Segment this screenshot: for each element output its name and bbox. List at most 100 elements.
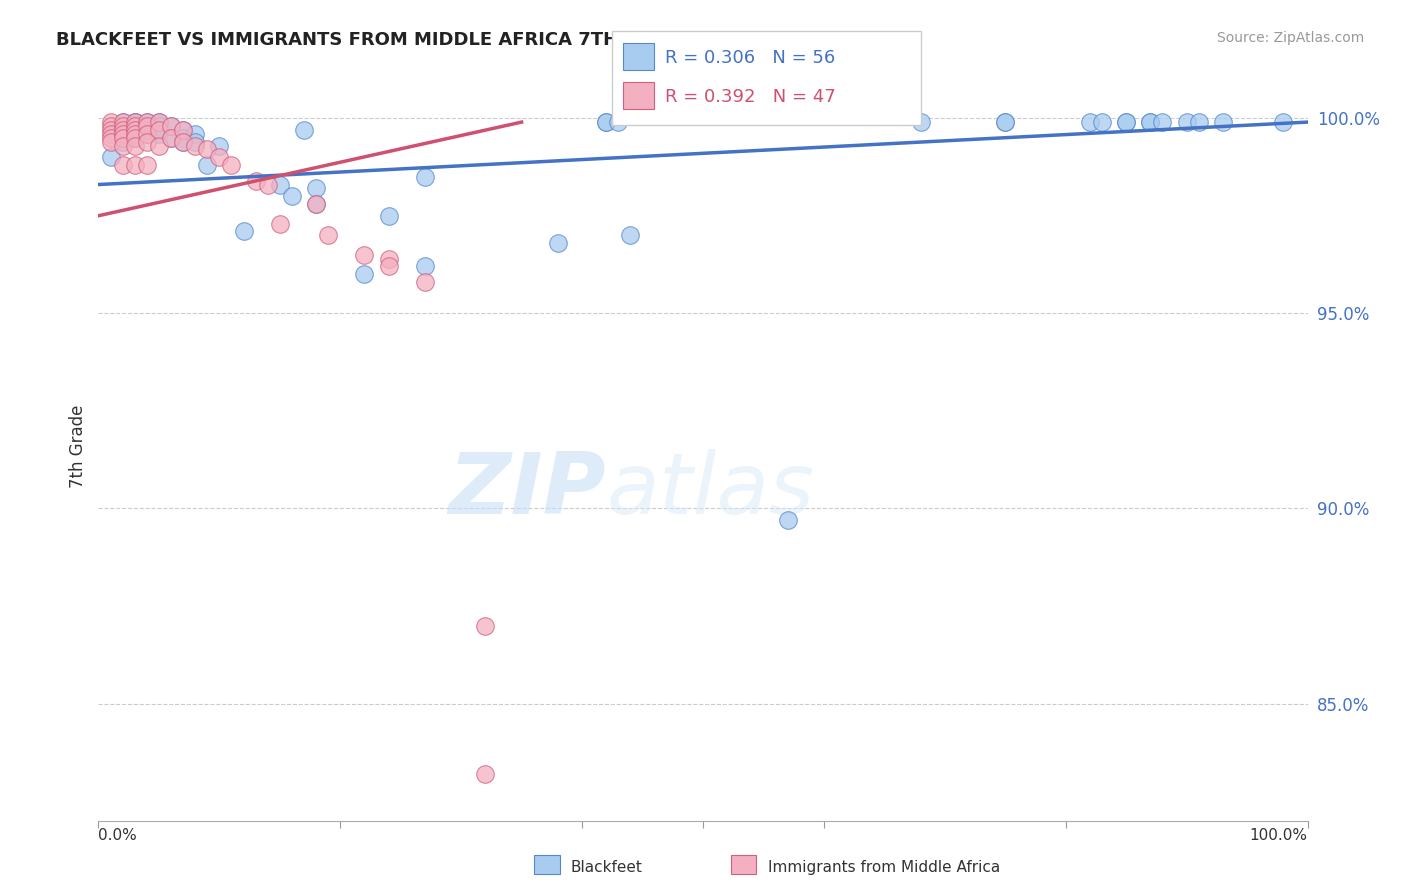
Text: Blackfeet: Blackfeet [571, 860, 643, 874]
Point [124, 138, 146, 153]
Point [474, 618, 496, 632]
Point [100, 135, 122, 149]
Point [148, 115, 170, 129]
Point [208, 138, 231, 153]
Point [100, 123, 122, 137]
Point [124, 119, 146, 133]
Point [160, 119, 183, 133]
Point [111, 127, 134, 141]
Point [172, 123, 194, 137]
Point [124, 123, 146, 137]
Point [1078, 115, 1101, 129]
Point [305, 197, 328, 211]
Point [1139, 115, 1161, 129]
Point [292, 123, 315, 137]
Point [160, 130, 183, 145]
Point [124, 127, 146, 141]
Point [124, 123, 146, 137]
Point [148, 127, 170, 141]
Point [148, 115, 170, 129]
Point [910, 115, 932, 129]
Text: ZIP: ZIP [449, 450, 606, 533]
Point [135, 119, 157, 133]
Text: R = 0.392   N = 47: R = 0.392 N = 47 [665, 87, 835, 106]
Point [148, 138, 170, 153]
Point [245, 173, 267, 187]
Point [111, 119, 134, 133]
Point [172, 123, 194, 137]
Point [184, 135, 207, 149]
Point [135, 123, 157, 137]
Point [547, 235, 569, 250]
Point [377, 252, 399, 266]
Point [776, 513, 799, 527]
Point [100, 150, 122, 164]
Point [377, 260, 399, 274]
Point [111, 115, 134, 129]
Point [1091, 115, 1114, 129]
Point [221, 158, 243, 172]
Point [111, 158, 134, 172]
Point [353, 248, 375, 262]
Point [100, 130, 122, 145]
Point [353, 267, 375, 281]
Y-axis label: 7th Grade: 7th Grade [69, 404, 87, 488]
Text: Immigrants from Middle Africa: Immigrants from Middle Africa [768, 860, 1000, 874]
Point [1188, 115, 1211, 129]
Point [607, 115, 630, 129]
Point [281, 189, 304, 203]
Point [413, 275, 436, 289]
Point [1175, 115, 1198, 129]
Point [377, 209, 399, 223]
Point [111, 127, 134, 141]
Point [208, 150, 231, 164]
Point [316, 228, 339, 243]
Text: Source: ZipAtlas.com: Source: ZipAtlas.com [1216, 31, 1364, 45]
Text: 100.0%: 100.0% [1250, 829, 1308, 844]
Point [100, 115, 122, 129]
Point [305, 181, 328, 195]
Point [994, 115, 1017, 129]
Point [135, 119, 157, 133]
Text: atlas: atlas [606, 450, 814, 533]
Point [172, 135, 194, 149]
Point [135, 115, 157, 129]
Point [135, 135, 157, 149]
Point [232, 224, 254, 238]
Point [1212, 115, 1234, 129]
Point [1139, 115, 1161, 129]
Point [1115, 115, 1137, 129]
Point [135, 158, 157, 172]
Point [305, 197, 328, 211]
Point [124, 115, 146, 129]
Point [269, 178, 291, 192]
Point [184, 138, 207, 153]
Point [1115, 115, 1137, 129]
Point [124, 130, 146, 145]
Point [124, 130, 146, 145]
Text: BLACKFEET VS IMMIGRANTS FROM MIDDLE AFRICA 7TH GRADE CORRELATION CHART: BLACKFEET VS IMMIGRANTS FROM MIDDLE AFRI… [56, 31, 915, 49]
Text: R = 0.306   N = 56: R = 0.306 N = 56 [665, 48, 835, 67]
Point [619, 228, 641, 243]
Point [595, 115, 617, 129]
Point [148, 119, 170, 133]
Point [160, 119, 183, 133]
Point [994, 115, 1017, 129]
Point [172, 130, 194, 145]
Point [474, 766, 496, 780]
Point [269, 217, 291, 231]
Point [124, 158, 146, 172]
Point [111, 130, 134, 145]
Point [124, 115, 146, 129]
Point [1152, 115, 1174, 129]
Point [124, 119, 146, 133]
Point [160, 130, 183, 145]
Point [184, 127, 207, 141]
Point [413, 169, 436, 184]
Text: 0.0%: 0.0% [98, 829, 138, 844]
Point [100, 119, 122, 133]
Point [124, 115, 146, 129]
Point [256, 178, 278, 192]
Point [195, 158, 218, 172]
Point [135, 115, 157, 129]
